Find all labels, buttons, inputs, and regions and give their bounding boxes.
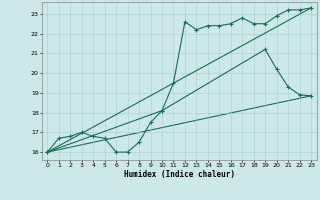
X-axis label: Humidex (Indice chaleur): Humidex (Indice chaleur) (124, 170, 235, 179)
